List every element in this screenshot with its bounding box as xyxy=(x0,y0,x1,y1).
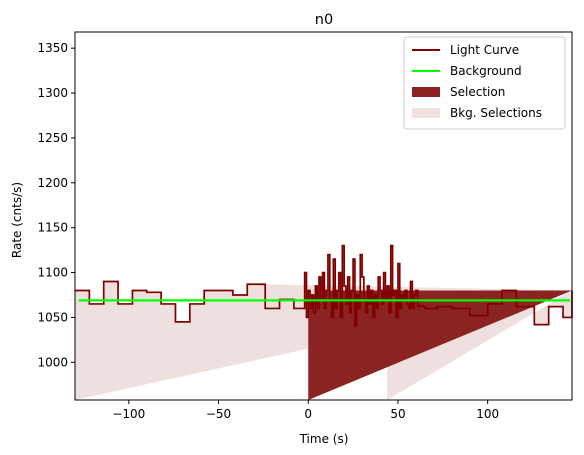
y-tick-label: 1150 xyxy=(37,221,68,235)
x-tick-label: 0 xyxy=(304,407,312,421)
legend-swatch-2 xyxy=(412,87,440,97)
axes-layer: −100 −50 0 50 100 1000 1050 1100 1150 1200 1250 130… xyxy=(37,31,573,421)
legend: Light Curve Background Selection Bkg. Selec… xyxy=(403,36,566,130)
y-tick-label: 1350 xyxy=(37,41,68,55)
legend-swatch-3 xyxy=(412,108,440,118)
x-tick-label: −50 xyxy=(206,407,231,421)
y-axis-label: Rate (cnts/s) xyxy=(10,182,24,258)
legend-label-1: Background xyxy=(450,64,522,78)
axes-frame xyxy=(74,31,573,401)
x-tick-label: 100 xyxy=(476,407,499,421)
y-tick-label: 1300 xyxy=(37,86,68,100)
y-tick-label: 1100 xyxy=(37,266,68,280)
y-tick-label: 1250 xyxy=(37,131,68,145)
light-curve-layer xyxy=(75,244,573,328)
legend-label-0: Light Curve xyxy=(450,43,519,57)
chart-title: n0 xyxy=(315,12,333,28)
x-tick-label: 50 xyxy=(390,407,405,421)
y-tick-label: 1200 xyxy=(37,176,68,190)
legend-label-3: Bkg. Selections xyxy=(450,106,542,120)
legend-label-2: Selection xyxy=(450,85,505,99)
legend-box xyxy=(403,36,566,130)
x-tick-label: −100 xyxy=(112,407,145,421)
x-axis-label: Time (s) xyxy=(299,432,349,446)
y-tick-label: 1000 xyxy=(37,355,68,369)
light-curve-line xyxy=(75,244,573,328)
y-tick-label: 1050 xyxy=(37,310,68,324)
